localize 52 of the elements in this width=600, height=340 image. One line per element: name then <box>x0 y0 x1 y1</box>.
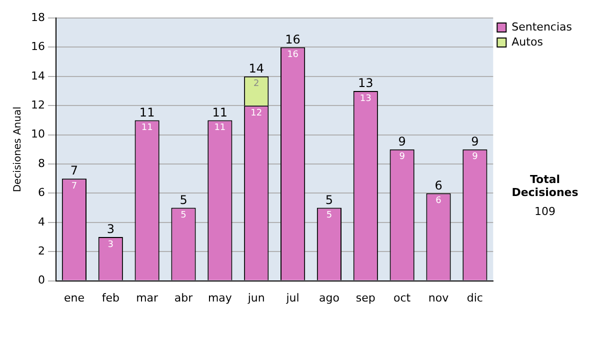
total-label: 3 <box>106 222 114 236</box>
x-tick-label: mar <box>136 291 159 304</box>
x-tick-label: ene <box>64 291 85 304</box>
total-label: 6 <box>434 178 442 192</box>
data-label: 16 <box>287 50 299 60</box>
data-label: 3 <box>108 240 114 250</box>
legend-label: Sentencias <box>512 20 572 34</box>
y-tick-label: 10 <box>30 128 45 141</box>
legend-label: Autos <box>512 35 544 48</box>
data-label: 9 <box>399 152 406 162</box>
y-tick-label: 6 <box>38 186 45 200</box>
data-label: 11 <box>141 123 153 134</box>
total-label: 16 <box>285 32 300 46</box>
total-label: 14 <box>248 62 264 76</box>
total-label: 11 <box>212 105 228 120</box>
x-tick-label: sep <box>356 291 376 304</box>
data-label: 2 <box>253 79 260 90</box>
total-label: 5 <box>180 192 188 207</box>
y-tick-label: 8 <box>38 156 45 170</box>
y-tick-label: 18 <box>30 10 45 24</box>
y-tick-label: 4 <box>38 215 45 228</box>
x-tick-label: may <box>208 291 232 304</box>
x-tick-label: nov <box>428 291 450 304</box>
x-tick-label: ago <box>318 291 340 304</box>
y-axis-title: Decisiones Anual <box>12 106 24 192</box>
text: Total Decisiones <box>510 173 580 199</box>
x-tick-label: jun <box>246 291 265 304</box>
x-tick-label: jul <box>285 291 300 304</box>
total-label: 9 <box>398 134 406 149</box>
y-tick-label: 16 <box>30 40 45 54</box>
y-tick-label: 2 <box>38 244 45 258</box>
total-label: 13 <box>358 76 374 90</box>
total-label: 5 <box>325 192 334 207</box>
data-label: 13 <box>360 94 372 104</box>
total-label: 11 <box>139 105 155 120</box>
x-tick-label: dic <box>466 291 483 304</box>
total-label: 7 <box>70 164 78 178</box>
total-label: 9 <box>471 134 479 149</box>
data-label: 11 <box>214 123 226 134</box>
data-label: 12 <box>250 108 262 118</box>
data-label: 6 <box>436 196 442 206</box>
y-tick-label: 0 <box>38 274 45 287</box>
x-tick-label: abr <box>174 291 194 304</box>
data-label: 5 <box>180 210 186 221</box>
data-label: 9 <box>472 152 478 162</box>
data-label: 7 <box>71 181 78 192</box>
y-tick-label: 12 <box>30 98 45 112</box>
y-tick-label: 14 <box>30 69 45 82</box>
data-label: 5 <box>326 210 332 221</box>
x-tick-label: feb <box>102 291 120 304</box>
x-tick-label: oct <box>394 291 412 304</box>
text: 109 <box>534 205 556 218</box>
